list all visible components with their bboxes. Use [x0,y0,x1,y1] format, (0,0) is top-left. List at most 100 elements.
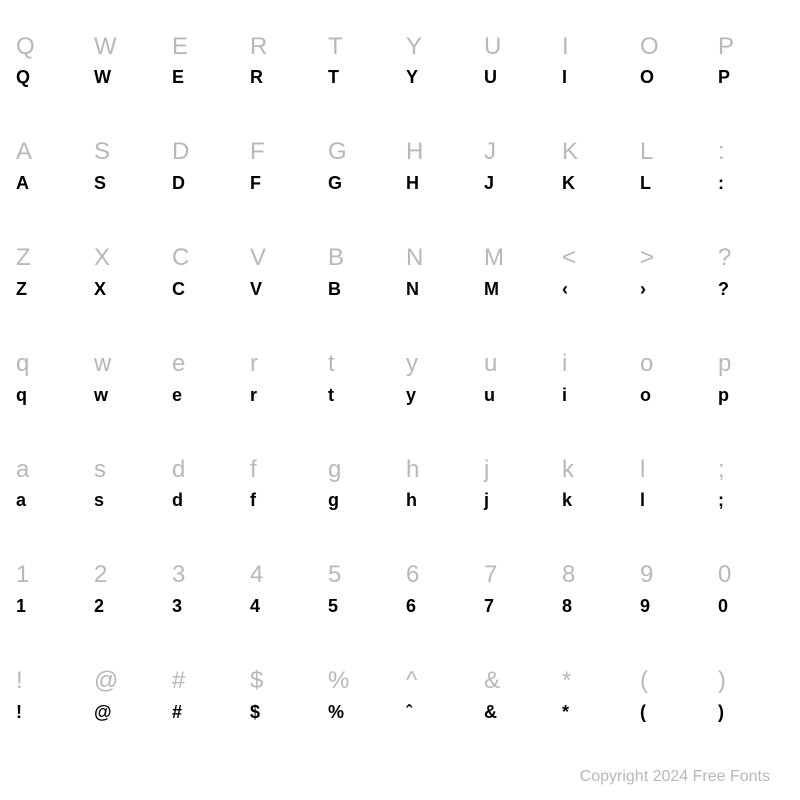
sample-char: 4 [244,596,322,618]
reference-char: T [322,33,400,62]
sample-char: 6 [400,596,478,618]
sample-char: C [166,279,244,301]
sample-char: % [322,702,400,724]
sample-char: S [88,173,166,195]
sample-char: L [634,173,712,195]
reference-char: $ [244,667,322,696]
sample-char: k [556,490,634,512]
sample-char: J [478,173,556,195]
reference-row: qwertyuiop [10,350,790,379]
char-row-group: QWERTYUIOPQWERTYUIOP [10,8,790,114]
reference-char: 2 [88,561,166,590]
sample-char: R [244,67,322,89]
sample-char: $ [244,702,322,724]
reference-char: D [166,138,244,167]
reference-char: g [322,456,400,485]
reference-char: ? [712,244,790,273]
reference-char: E [166,33,244,62]
reference-char: ( [634,667,712,696]
reference-char: ) [712,667,790,696]
reference-char: k [556,456,634,485]
reference-char: # [166,667,244,696]
sample-char: 2 [88,596,166,618]
reference-char: Q [10,33,88,62]
reference-char: F [244,138,322,167]
reference-char: f [244,456,322,485]
reference-row: 1234567890 [10,561,790,590]
reference-char: 6 [400,561,478,590]
sample-char: P [712,67,790,89]
reference-char: h [400,456,478,485]
reference-char: 5 [322,561,400,590]
sample-char: r [244,385,322,407]
reference-char: S [88,138,166,167]
reference-char: U [478,33,556,62]
reference-char: s [88,456,166,485]
reference-char: O [634,33,712,62]
reference-char: w [88,350,166,379]
reference-char: 0 [712,561,790,590]
reference-char: A [10,138,88,167]
sample-char: 5 [322,596,400,618]
sample-char: Z [10,279,88,301]
reference-char: J [478,138,556,167]
reference-row: QWERTYUIOP [10,33,790,62]
sample-char: & [478,702,556,724]
reference-char: H [400,138,478,167]
sample-char: a [10,490,88,512]
reference-char: * [556,667,634,696]
reference-char: t [322,350,400,379]
reference-char: Z [10,244,88,273]
sample-row: !@#$%ˆ&*() [10,696,790,724]
reference-char: 8 [556,561,634,590]
sample-char: M [478,279,556,301]
sample-char: ˆ [400,702,478,724]
sample-row: QWERTYUIOP [10,61,790,89]
sample-char: s [88,490,166,512]
sample-char: N [400,279,478,301]
sample-char: y [400,385,478,407]
sample-row: 1234567890 [10,590,790,618]
sample-char: w [88,385,166,407]
sample-char: ( [634,702,712,724]
reference-char: C [166,244,244,273]
char-row-group: 12345678901234567890 [10,537,790,643]
char-row-group: ASDFGHJKL:ASDFGHJKL: [10,114,790,220]
sample-char: ? [712,279,790,301]
sample-char: j [478,490,556,512]
sample-char: d [166,490,244,512]
sample-row: qwertyuiop [10,379,790,407]
sample-char: V [244,279,322,301]
sample-char: e [166,385,244,407]
sample-char: H [400,173,478,195]
sample-char: * [556,702,634,724]
reference-row: ASDFGHJKL: [10,138,790,167]
copyright-text: Copyright 2024 Free Fonts [580,768,770,786]
sample-char: g [322,490,400,512]
sample-char: E [166,67,244,89]
sample-char: i [556,385,634,407]
reference-row: !@#$%^&*() [10,667,790,696]
reference-char: 1 [10,561,88,590]
reference-char: I [556,33,634,62]
sample-row: ZXCVBNM‹›? [10,273,790,301]
sample-char: B [322,279,400,301]
reference-char: j [478,456,556,485]
sample-row: asdfghjkl; [10,484,790,512]
reference-char: W [88,33,166,62]
reference-char: & [478,667,556,696]
reference-row: ZXCVBNM<>? [10,244,790,273]
reference-char: u [478,350,556,379]
sample-char: 0 [712,596,790,618]
reference-row: asdfghjkl; [10,456,790,485]
sample-row: ASDFGHJKL: [10,167,790,195]
sample-char: l [634,490,712,512]
sample-char: Y [400,67,478,89]
reference-char: Y [400,33,478,62]
sample-char: ! [10,702,88,724]
reference-char: d [166,456,244,485]
sample-char: › [634,279,712,301]
reference-char: P [712,33,790,62]
reference-char: N [400,244,478,273]
char-row-group: qwertyuiopqwertyuiop [10,325,790,431]
